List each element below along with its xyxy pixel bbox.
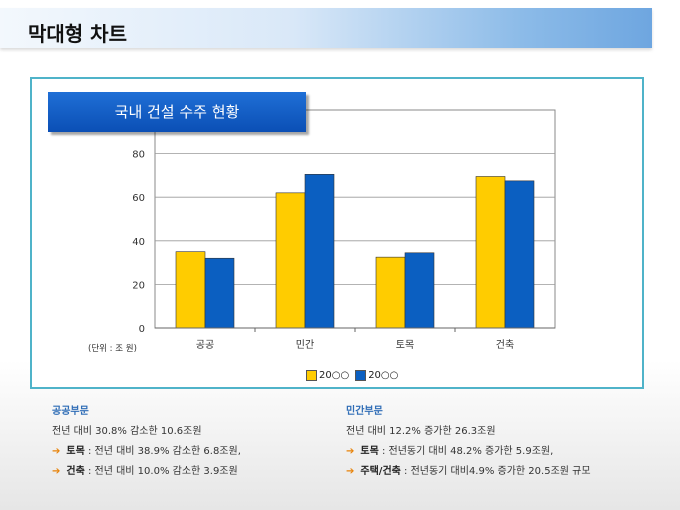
- y-tick-label: 0: [139, 324, 145, 335]
- bar-series-2-토목: [404, 252, 435, 329]
- x-tick-label: 공공: [196, 339, 214, 351]
- bar-series-1-토목: [375, 256, 406, 329]
- arrow-right-icon: ➔: [52, 446, 61, 457]
- private-summary: 전년 대비 12.2% 증가한 26.3조원: [346, 426, 496, 437]
- y-tick-label: 20: [132, 280, 145, 291]
- bar-series-1-공공: [175, 251, 206, 329]
- arrow-right-icon: ➔: [52, 466, 61, 477]
- public-item-2: ➔ 건축 : 전년 대비 10.0% 감소한 3.9조원: [52, 466, 238, 477]
- arrow-right-icon: ➔: [346, 466, 355, 477]
- page-title: 막대형 차트: [28, 22, 127, 46]
- x-tick-label: 건축: [496, 339, 514, 351]
- bar-series-2-민간: [304, 174, 335, 329]
- legend-swatch-series-2: [355, 370, 367, 381]
- y-tick-label: 80: [132, 150, 145, 161]
- legend-label-series-2: 20○○: [368, 370, 399, 381]
- private-panel: 민간부문 전년 대비 12.2% 증가한 26.3조원 ➔ 토목 : 전년동기 대…: [346, 402, 642, 482]
- x-tick-label: 토목: [396, 339, 414, 351]
- legend-swatch-series-1: [306, 370, 317, 381]
- public-panel: 공공부문 전년 대비 30.8% 감소한 10.6조원 ➔ 토목 : 전년 대비 …: [52, 402, 332, 482]
- public-summary: 전년 대비 30.8% 감소한 10.6조원: [52, 426, 202, 437]
- legend-item-series-1: 20○○: [306, 370, 349, 381]
- public-item-1: ➔ 토목 : 전년 대비 38.9% 감소한 6.8조원,: [52, 446, 241, 457]
- y-tick-label: 60: [132, 193, 145, 204]
- bar-series-1-민간: [275, 192, 306, 329]
- header-band: [0, 8, 652, 48]
- chart-legend: 20○○ 20○○: [306, 370, 404, 381]
- legend-item-series-2: 20○○: [355, 370, 398, 381]
- private-panel-title: 민간부문: [346, 406, 383, 417]
- unit-label: (단위 : 조 원): [88, 344, 137, 354]
- bar-series-1-건축: [475, 176, 506, 329]
- bar-series-2-건축: [504, 180, 535, 329]
- bar-series-2-공공: [204, 257, 235, 329]
- y-tick-label: 40: [132, 237, 145, 248]
- x-tick-label: 민간: [296, 339, 314, 351]
- private-item-1: ➔ 토목 : 전년동기 대비 48.2% 증가한 5.9조원,: [346, 446, 554, 457]
- chart-title: 국내 건설 수주 현황: [48, 92, 306, 132]
- public-panel-title: 공공부문: [52, 406, 89, 417]
- private-item-2: ➔ 주택/건축 : 전년동기 대비4.9% 증가한 20.5조원 규모: [346, 466, 591, 477]
- arrow-right-icon: ➔: [346, 446, 355, 457]
- legend-label-series-1: 20○○: [319, 370, 350, 381]
